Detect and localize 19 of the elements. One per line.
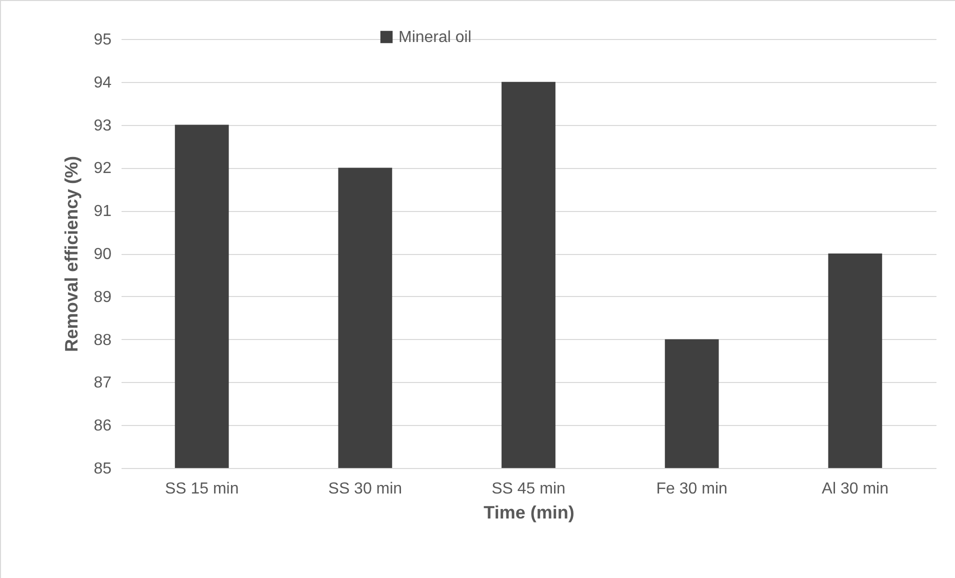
x-tick-label: SS 30 min <box>328 480 402 498</box>
x-tick-label: Al 30 min <box>822 480 889 498</box>
y-tick-label: 85 <box>94 460 112 478</box>
y-tick-label: 90 <box>94 246 112 263</box>
y-tick-label: 92 <box>94 160 112 178</box>
legend-label: Mineral oil <box>398 29 472 46</box>
x-tick-label: SS 15 min <box>164 480 239 498</box>
y-tick-label: 89 <box>94 288 112 306</box>
x-tick-label: Fe 30 min <box>656 480 728 498</box>
y-tick-label: 86 <box>94 418 112 435</box>
x-tick-label: SS 45 min <box>492 480 566 498</box>
y-tick-label: 94 <box>94 74 112 92</box>
y-tick-label: 88 <box>94 332 112 349</box>
y-tick-label: 95 <box>94 32 112 48</box>
y-tick-label: 93 <box>94 117 112 134</box>
y-axis-title: Removal efficiency (%) <box>62 156 82 352</box>
x-axis-title: Time (min) <box>484 502 574 522</box>
y-tick-label: 91 <box>94 203 112 220</box>
y-tick-label: 87 <box>94 374 112 392</box>
